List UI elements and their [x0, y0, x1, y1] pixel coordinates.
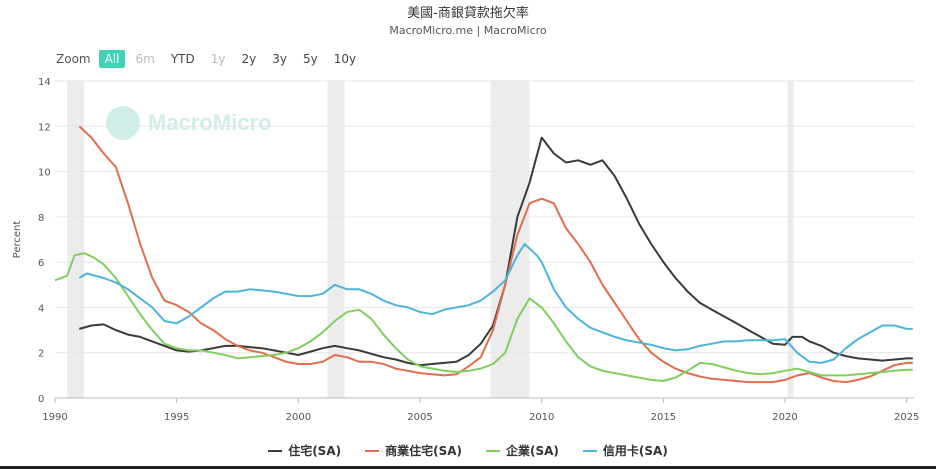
legend-item-commercial-re[interactable]: 商業住宅(SA) — [365, 442, 462, 459]
x-tick-label: 2005 — [407, 412, 432, 423]
x-tick-label: 2015 — [651, 412, 676, 423]
zoom-2y-button[interactable]: 2y — [241, 52, 257, 66]
y-tick-label: 14 — [38, 77, 51, 88]
watermark-logo: MacroMicro — [106, 106, 271, 140]
zoom-3y-button[interactable]: 3y — [272, 52, 287, 66]
y-axis-label: Percent — [12, 221, 23, 259]
legend-item-business[interactable]: 企業(SA) — [486, 442, 559, 459]
legend-item-credit-card[interactable]: 信用卡(SA) — [582, 442, 668, 459]
line-chart: 0 2 4 6 8 10 12 14 1990 1995 2000 2005 2010 2015 2020 2… — [12, 77, 919, 423]
legend-swatch — [582, 449, 597, 452]
recession-band — [327, 81, 345, 398]
legend-swatch — [268, 449, 283, 452]
macromicro-logo-icon — [106, 106, 140, 140]
legend-label: 商業住宅(SA) — [385, 444, 462, 458]
y-tick-label: 12 — [38, 122, 51, 133]
legend-label: 住宅(SA) — [288, 444, 342, 458]
y-tick-label: 8 — [38, 213, 44, 224]
chart-title: 美國-商銀貸款拖欠率 — [407, 6, 529, 21]
y-tick-label: 6 — [38, 258, 44, 269]
x-tick-label: 1990 — [42, 412, 67, 423]
legend-swatch — [365, 449, 380, 452]
y-tick-label: 2 — [38, 349, 44, 360]
y-tick-label: 10 — [38, 168, 51, 179]
x-tick-label: 1995 — [164, 412, 189, 423]
zoom-5y-button[interactable]: 5y — [302, 52, 318, 66]
recession-band — [490, 81, 530, 398]
legend-label: 企業(SA) — [506, 444, 559, 458]
recession-band — [67, 81, 85, 398]
zoom-label: Zoom — [56, 52, 91, 66]
legend: 住宅(SA) 商業住宅(SA) 企業(SA) 信用卡(SA) — [0, 442, 936, 459]
zoom-1y-button[interactable]: 1y — [210, 52, 226, 66]
series-line-business — [54, 252, 913, 382]
x-tick-label: 2025 — [894, 412, 919, 423]
legend-label: 信用卡(SA) — [602, 444, 668, 458]
x-tick-label: 2000 — [286, 412, 311, 423]
recession-band — [787, 81, 794, 398]
series-line-commercial-re — [78, 125, 913, 384]
zoom-all-button[interactable]: All — [98, 50, 126, 68]
y-tick-label: 0 — [38, 394, 44, 405]
bottom-border — [0, 466, 936, 469]
zoom-10y-button[interactable]: 10y — [333, 52, 357, 66]
watermark-text: MacroMicro — [148, 110, 272, 135]
legend-swatch — [486, 449, 500, 452]
x-tick-label: 2010 — [529, 412, 554, 423]
series-line-credit-card — [78, 243, 913, 364]
zoom-ytd-button[interactable]: YTD — [170, 52, 195, 66]
zoom-6m-button[interactable]: 6m — [135, 52, 155, 66]
legend-item-residential[interactable]: 住宅(SA) — [268, 442, 341, 459]
chart-subtitle: MacroMicro.me | MacroMicro — [389, 24, 547, 37]
zoom-bar: Zoom All 6m YTD 1y 2y 3y 5y 10y — [56, 50, 366, 68]
x-tick-label: 2020 — [772, 412, 797, 423]
y-tick-label: 4 — [38, 303, 44, 314]
